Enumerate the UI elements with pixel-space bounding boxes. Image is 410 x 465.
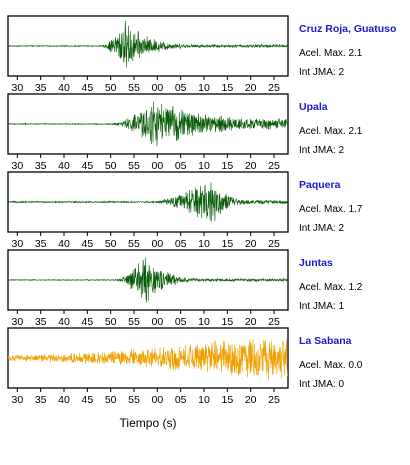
x-tick-label: 35	[35, 394, 47, 406]
x-tick-label: 10	[198, 82, 210, 94]
x-tick-label: 20	[245, 238, 257, 250]
x-tick-label: 15	[221, 316, 233, 328]
x-tick-label: 15	[221, 238, 233, 250]
panel-3: 30 35 40 45 50 55 00 05 10 15 20 25 Juntas Acel. Max.…	[7, 249, 363, 328]
x-tick-label: 40	[58, 394, 70, 406]
x-tick-label: 05	[175, 316, 187, 328]
int-jma-label: Int JMA: 2	[299, 67, 344, 78]
x-tick-label: 55	[128, 160, 140, 172]
x-tick-label: 40	[58, 160, 70, 172]
x-tick-label: 30	[11, 160, 23, 172]
acel-max-label: Acel. Max. 1.2	[299, 282, 363, 293]
x-tick-label: 05	[175, 160, 187, 172]
x-tick-label: 35	[35, 238, 47, 250]
int-jma-label: Int JMA: 2	[299, 223, 344, 234]
waveform-trace	[7, 101, 289, 147]
station-name: Upala	[299, 101, 328, 113]
x-tick-label: 35	[35, 316, 47, 328]
panel-4: 30 35 40 45 50 55 00 05 10 15 20 25 La Sabana Acel. M…	[7, 327, 363, 406]
panel-frame	[7, 15, 289, 77]
x-tick-label: 20	[245, 394, 257, 406]
x-tick-label: 10	[198, 160, 210, 172]
x-tick-label: 50	[105, 394, 117, 406]
x-tick-label: 00	[151, 394, 163, 406]
x-tick-label: 10	[198, 316, 210, 328]
x-tick-label: 30	[11, 394, 23, 406]
x-tick-label: 50	[105, 316, 117, 328]
x-tick-label: 05	[175, 394, 187, 406]
waveform-trace	[7, 257, 289, 303]
x-tick-label: 15	[221, 82, 233, 94]
x-tick-label: 00	[151, 316, 163, 328]
panel-0: 30 35 40 45 50 55 00 05 10 15 20 25 Cruz Roja, Guatu…	[7, 15, 396, 94]
x-tick-label: 10	[198, 238, 210, 250]
x-tick-label: 05	[175, 82, 187, 94]
x-tick-label: 00	[151, 82, 163, 94]
x-tick-label: 45	[81, 160, 93, 172]
station-name: La Sabana	[299, 335, 352, 347]
x-tick-label: 40	[58, 238, 70, 250]
x-tick-label: 45	[81, 394, 93, 406]
x-tick-label: 45	[81, 238, 93, 250]
panel-frame	[7, 249, 289, 311]
x-tick-label: 35	[35, 82, 47, 94]
x-tick-label: 25	[268, 160, 280, 172]
panel-1: 30 35 40 45 50 55 00 05 10 15 20 25 Upala Acel. Max. …	[7, 93, 363, 172]
x-tick-label: 30	[11, 316, 23, 328]
x-tick-label: 25	[268, 394, 280, 406]
x-tick-label: 25	[268, 82, 280, 94]
x-tick-label: 20	[245, 160, 257, 172]
x-tick-label: 50	[105, 82, 117, 94]
x-tick-label: 25	[268, 238, 280, 250]
x-tick-label: 55	[128, 394, 140, 406]
x-tick-label: 20	[245, 316, 257, 328]
waveform-trace	[7, 339, 289, 381]
x-tick-label: 00	[151, 238, 163, 250]
x-tick-label: 15	[221, 394, 233, 406]
int-jma-label: Int JMA: 2	[299, 145, 344, 156]
x-tick-label: 20	[245, 82, 257, 94]
x-tick-label: 10	[198, 394, 210, 406]
x-tick-label: 55	[128, 82, 140, 94]
int-jma-label: Int JMA: 1	[299, 301, 344, 312]
x-tick-label: 05	[175, 238, 187, 250]
x-tick-label: 55	[128, 316, 140, 328]
waveform-trace	[7, 182, 289, 222]
acel-max-label: Acel. Max. 2.1	[299, 48, 363, 59]
x-tick-label: 15	[221, 160, 233, 172]
x-tick-label: 45	[81, 82, 93, 94]
x-tick-label: 00	[151, 160, 163, 172]
x-tick-label: 30	[11, 238, 23, 250]
x-tick-label: 40	[58, 316, 70, 328]
acel-max-label: Acel. Max. 2.1	[299, 126, 363, 137]
station-name: Paquera	[299, 179, 341, 191]
int-jma-label: Int JMA: 0	[299, 379, 344, 390]
x-tick-label: 45	[81, 316, 93, 328]
x-tick-label: 50	[105, 238, 117, 250]
acel-max-label: Acel. Max. 1.7	[299, 204, 363, 215]
station-name: Juntas	[299, 257, 333, 269]
x-tick-label: 25	[268, 316, 280, 328]
x-tick-label: 50	[105, 160, 117, 172]
x-tick-label: 40	[58, 82, 70, 94]
x-axis-title: Tiempo (s)	[120, 416, 177, 430]
acel-max-label: Acel. Max. 0.0	[299, 360, 363, 371]
x-tick-label: 35	[35, 160, 47, 172]
station-name: Cruz Roja, Guatuso	[299, 23, 396, 35]
x-tick-label: 30	[11, 82, 23, 94]
panel-2: 30 35 40 45 50 55 00 05 10 15 20 25 Paquera Acel. Max…	[7, 171, 363, 250]
x-tick-label: 55	[128, 238, 140, 250]
waveform-trace	[7, 20, 289, 68]
